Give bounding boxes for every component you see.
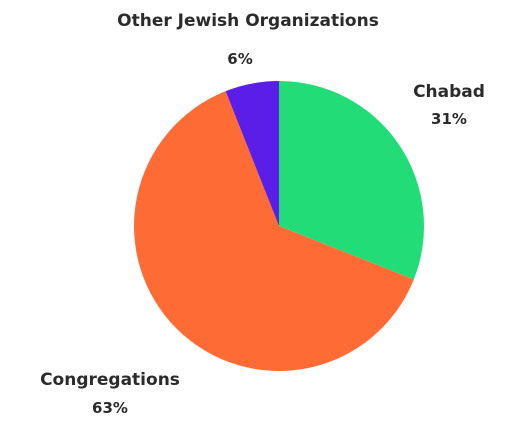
slice-label-congregations: Congregations 63% xyxy=(40,370,180,417)
slice-label-chabad-percent: 31% xyxy=(431,110,467,128)
slice-label-chabad-name: Chabad xyxy=(413,82,485,102)
pie-slice-congregations xyxy=(134,91,414,371)
slice-label-other-percent: 6% xyxy=(227,50,252,68)
pie-slices xyxy=(134,81,425,371)
slice-label-congregations-percent: 63% xyxy=(92,399,128,417)
pie-slice-other-jewish-organizations xyxy=(225,81,279,226)
slice-label-chabad: Chabad 31% xyxy=(413,82,485,128)
slice-label-other-jewish-organizations: Other Jewish Organizations 6% xyxy=(117,11,379,68)
pie-slice-chabad xyxy=(279,81,425,280)
slice-label-congregations-name: Congregations xyxy=(40,370,180,390)
slice-label-other-name: Other Jewish Organizations xyxy=(117,11,379,31)
